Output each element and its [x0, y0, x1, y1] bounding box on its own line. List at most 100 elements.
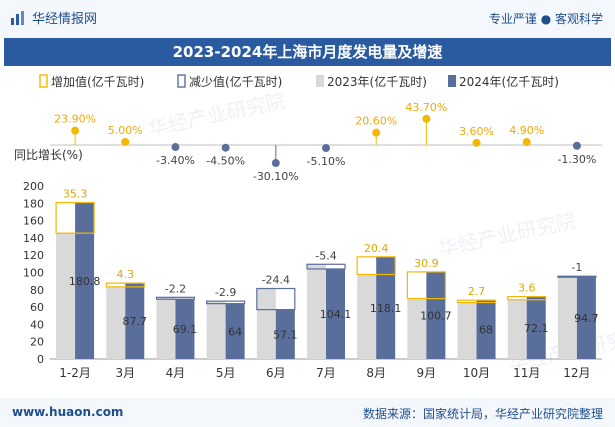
growth-point — [572, 141, 581, 150]
watermark: 华经产业研究院 — [436, 208, 578, 261]
y-axis: 0 20 40 60 80 100 120 140 160 180 200 — [23, 180, 602, 366]
growth-point — [472, 138, 481, 147]
decrease-outline — [557, 275, 597, 278]
legend-label: 2023年(亿千瓦时) — [327, 74, 427, 89]
bars: 35.3 180.8 4.3 87.7 -2.2 69.1 -2.9 64 -24.4 57.1 -… — [55, 188, 599, 359]
growth-point — [322, 144, 330, 153]
value-label-2024: 69.1 — [173, 323, 198, 336]
data-source: 数据来源：国家统计局，华经产业研究院整理 — [362, 407, 603, 421]
top-bar: 华经情报网 专业严谨 ● 客观科学 — [0, 0, 615, 38]
growth-point — [372, 128, 381, 137]
bar-2023 — [206, 301, 226, 359]
logo-icon — [11, 10, 24, 25]
decrease-outline — [306, 263, 346, 270]
diff-label: -5.4 — [315, 249, 336, 262]
value-label-2024: 68 — [479, 324, 493, 337]
growth-label: 23.90% — [54, 113, 96, 126]
y-axis-label: 同比增长(%) — [14, 148, 83, 162]
legend-label: 减少值(亿千瓦时) — [189, 74, 282, 89]
bar-2024 — [175, 299, 195, 359]
watermark: 华经产业研究院 — [146, 88, 288, 141]
growth-point — [522, 138, 531, 147]
y-tick-label: 180 — [23, 197, 44, 210]
value-label-2024: 87.7 — [123, 315, 148, 328]
bar-2024 — [426, 271, 446, 359]
diff-label: -2.9 — [215, 286, 236, 299]
growth-label: -4.50% — [206, 155, 245, 168]
bar-2023 — [56, 233, 76, 359]
x-tick-label: 8月 — [366, 366, 386, 380]
bar-2024 — [75, 202, 95, 359]
footer: www.huaon.com 数据来源：国家统计局，华经产业研究院整理 — [0, 398, 615, 427]
y-tick-label: 80 — [30, 284, 44, 297]
growth-label: 3.60% — [459, 125, 494, 138]
y-tick-label: 120 — [23, 249, 44, 262]
diff-label: 2.7 — [468, 285, 486, 298]
site-url: www.huaon.com — [12, 405, 124, 419]
growth-label: 20.60% — [355, 115, 397, 128]
bar-2023 — [407, 298, 427, 359]
growth-label: 43.70% — [405, 101, 447, 114]
diff-label: -2.2 — [165, 282, 186, 295]
bar-2023 — [557, 276, 577, 359]
x-tick-label: 9月 — [417, 366, 437, 380]
bar-2024 — [275, 309, 295, 359]
diff-label: 30.9 — [414, 257, 439, 270]
y-tick-label: 140 — [23, 232, 44, 245]
x-tick-label: 1-2月 — [59, 366, 91, 380]
bar-2023 — [256, 288, 276, 359]
chart: 增加值(亿千瓦时) 减少值(亿千瓦时) 2023年(亿千瓦时) 2024年(亿千瓦时)… — [14, 74, 615, 380]
y-tick-label: 20 — [30, 336, 44, 349]
bar-2024 — [526, 296, 546, 359]
y-tick-label: 100 — [23, 267, 44, 280]
chart-title: 2023-2024年上海市月度发电量及增速 — [4, 38, 611, 66]
value-label-2024: 104.1 — [320, 308, 352, 321]
value-label-2024: 180.8 — [69, 275, 101, 288]
value-label-2024: 100.7 — [420, 309, 452, 322]
x-tick-label: 3月 — [115, 366, 135, 380]
decrease-outline — [155, 296, 196, 300]
decrease-outline — [206, 300, 246, 305]
brand: 华经情报网 — [10, 8, 97, 27]
growth-label: 4.90% — [509, 124, 544, 137]
diff-label: -24.4 — [262, 274, 290, 287]
x-tick-label: 5月 — [216, 366, 236, 380]
bar-2024 — [225, 303, 245, 359]
diff-label: 4.3 — [117, 268, 135, 281]
bar-2023 — [307, 264, 326, 359]
legend: 增加值(亿千瓦时) 减少值(亿千瓦时) 2023年(亿千瓦时) 2024年(亿千瓦时) — [39, 74, 559, 89]
increase-outline — [105, 282, 145, 288]
brand-name: 华经情报网 — [32, 12, 98, 27]
growth-point — [71, 126, 80, 135]
value-label-2024: 118.1 — [370, 302, 402, 315]
growth-label: -1.30% — [557, 153, 596, 166]
growth-point — [121, 138, 130, 146]
decrease-outline — [256, 287, 296, 311]
growth-point — [271, 159, 280, 168]
y-tick-label: 0 — [37, 353, 44, 366]
growth-point — [171, 143, 180, 152]
growth-label: -3.40% — [156, 154, 195, 167]
growth-label: 5.00% — [108, 124, 143, 137]
y-tick-label: 200 — [23, 180, 44, 193]
growth-label: -5.10% — [307, 155, 346, 168]
x-tick-label: 7月 — [316, 366, 336, 380]
diff-label: 3.6 — [518, 282, 536, 295]
x-tick-label: 6月 — [266, 366, 286, 380]
legend-swatch — [39, 74, 48, 88]
bar-2024 — [476, 300, 496, 359]
bar-2023 — [507, 299, 527, 359]
bar-2023 — [106, 286, 126, 359]
value-label-2024: 64 — [228, 325, 242, 338]
x-tick-label: 4月 — [166, 366, 186, 380]
increase-outline — [507, 296, 547, 301]
bar-2024 — [576, 277, 596, 359]
bar-2023 — [457, 302, 477, 359]
y-tick-label: 40 — [30, 318, 44, 331]
bar-2023 — [357, 274, 377, 359]
increase-outline — [55, 202, 95, 234]
slogan-right: 客观科学 — [554, 12, 603, 26]
diff-label: 35.3 — [63, 188, 88, 201]
bar-2024 — [326, 268, 345, 359]
growth-label: -30.10% — [253, 170, 299, 183]
